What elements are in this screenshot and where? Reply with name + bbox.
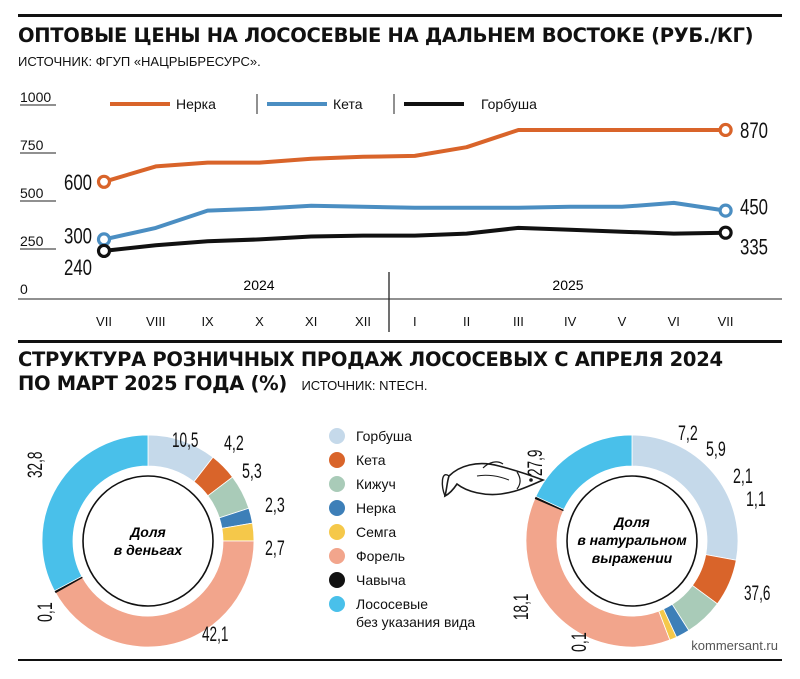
middle-rule bbox=[18, 340, 782, 343]
legend-label: Кета bbox=[333, 96, 363, 112]
donut-value-label: 32,8 bbox=[24, 452, 47, 478]
legend-dot bbox=[329, 428, 345, 444]
donut-center bbox=[82, 475, 214, 607]
legend-dot bbox=[329, 524, 345, 540]
legend-dot bbox=[329, 596, 345, 612]
x-tick-label: II bbox=[463, 314, 470, 329]
x-tick-label: VII bbox=[96, 314, 112, 329]
series-end-marker bbox=[718, 122, 733, 138]
x-tick-label: V bbox=[618, 314, 627, 329]
donut-value-label: 5,9 bbox=[706, 438, 726, 461]
donut-value-label: 0,1 bbox=[34, 602, 57, 622]
chart1-title: ОПТОВЫЕ ЦЕНЫ НА ЛОСОСЕВЫЕ НА ДАЛЬНЕМ ВОС… bbox=[18, 24, 754, 47]
x-tick-label: X bbox=[255, 314, 264, 329]
series-start-label: 300 bbox=[64, 223, 92, 248]
donut1-center-line2: в деньгах bbox=[114, 542, 184, 558]
series-line bbox=[103, 200, 726, 242]
year-label-2025: 2025 bbox=[552, 277, 583, 293]
legend-label: Нерка bbox=[356, 500, 396, 516]
donut-segment bbox=[535, 434, 633, 511]
legend-label: Чавыча bbox=[356, 572, 406, 588]
donut-segment bbox=[54, 540, 255, 648]
donut-segment bbox=[41, 434, 149, 592]
donut-value-label: 2,3 bbox=[265, 494, 285, 517]
y-tick-label: 250 bbox=[20, 233, 44, 249]
donut1-center-line1: Доля bbox=[129, 524, 166, 540]
x-tick-label: III bbox=[513, 314, 524, 329]
x-tick-label: XI bbox=[305, 314, 317, 329]
donut-segment bbox=[525, 496, 671, 648]
fish-icon bbox=[441, 461, 546, 498]
donut2-center-line1: Доля bbox=[613, 514, 650, 530]
brand-label: kommersant.ru bbox=[691, 638, 778, 653]
legend-dot bbox=[329, 548, 345, 564]
x-tick-label: IX bbox=[201, 314, 214, 329]
x-tick-label: XII bbox=[355, 314, 371, 329]
x-tick-label: IV bbox=[564, 314, 577, 329]
y-tick-label: 1000 bbox=[20, 89, 51, 105]
y-tick-label: 750 bbox=[20, 137, 44, 153]
line-chart: 0 250 500 750 1000 Нерка Кета Горбуша 2024 202… bbox=[18, 89, 782, 332]
legend-label: Нерка bbox=[176, 96, 216, 112]
series-start-label: 240 bbox=[64, 255, 92, 280]
donut-value-label: 37,6 bbox=[744, 582, 770, 605]
donut-value-label: 7,2 bbox=[678, 422, 698, 445]
top-rule bbox=[18, 14, 782, 17]
legend-label: Лососевые без указания вида bbox=[356, 596, 475, 630]
year-label-2024: 2024 bbox=[243, 277, 274, 293]
legend-dot bbox=[329, 452, 345, 468]
series-line bbox=[103, 128, 726, 184]
donut-value-label: 10,5 bbox=[172, 429, 198, 452]
series-end-marker bbox=[718, 203, 733, 218]
donut2-center-line3: выражении bbox=[592, 550, 673, 566]
chart2-title-line2: ПО МАРТ 2025 ГОДА (%) ИСТОЧНИК: NTECH. bbox=[18, 372, 428, 398]
x-tick-label: VI bbox=[668, 314, 680, 329]
y-tick-label: 0 bbox=[20, 281, 28, 297]
series-start-marker bbox=[96, 243, 112, 259]
donut-value-label: 2,1 bbox=[733, 465, 753, 488]
y-tick-label: 500 bbox=[20, 185, 44, 201]
legend-label: Горбуша bbox=[356, 428, 412, 444]
donut-value-label: 2,7 bbox=[265, 537, 285, 560]
series-start-marker bbox=[96, 174, 112, 189]
series-end-label: 335 bbox=[740, 235, 768, 260]
legend-label: Кижуч bbox=[356, 476, 396, 492]
chart2-source: ИСТОЧНИК: NTECH. bbox=[301, 378, 428, 393]
x-tick-label: I bbox=[413, 314, 417, 329]
donut-value-label: 1,1 bbox=[746, 488, 766, 511]
legend-dot bbox=[329, 500, 345, 516]
donut-value-label: 4,2 bbox=[224, 432, 244, 455]
series-end-marker bbox=[718, 225, 733, 240]
bottom-rule bbox=[18, 659, 782, 661]
series-end-label: 870 bbox=[740, 118, 768, 143]
donut-value-label: 42,1 bbox=[202, 623, 228, 646]
x-tick-label: VII bbox=[718, 314, 734, 329]
donut2-center-line2: в натуральном bbox=[577, 532, 687, 548]
chart2-title-line1: СТРУКТУРА РОЗНИЧНЫХ ПРОДАЖ ЛОСОСЕВЫХ С А… bbox=[18, 348, 723, 371]
donut-value-label: 5,3 bbox=[242, 460, 262, 483]
donut-value-label: 0,1 bbox=[568, 632, 591, 652]
chart1-source: ИСТОЧНИК: ФГУП «НАЦРЫБРЕСУРС». bbox=[18, 54, 261, 69]
legend-label: Кета bbox=[356, 452, 386, 468]
series-start-label: 600 bbox=[64, 170, 92, 195]
x-tick-label: VIII bbox=[146, 314, 166, 329]
legend-label: Горбуша bbox=[481, 96, 537, 112]
donut-value-label: 27,9 bbox=[524, 450, 547, 476]
donut-value-label: 18,1 bbox=[510, 594, 533, 620]
legend-dot bbox=[329, 572, 345, 588]
chart2-title-line2-text: ПО МАРТ 2025 ГОДА (%) bbox=[18, 372, 287, 395]
series-end-label: 450 bbox=[740, 195, 768, 220]
legend-label: Форель bbox=[356, 548, 405, 564]
series-line bbox=[103, 225, 726, 253]
legend-label: Семга bbox=[356, 524, 396, 540]
donut-center bbox=[566, 475, 698, 607]
legend-dot bbox=[329, 476, 345, 492]
